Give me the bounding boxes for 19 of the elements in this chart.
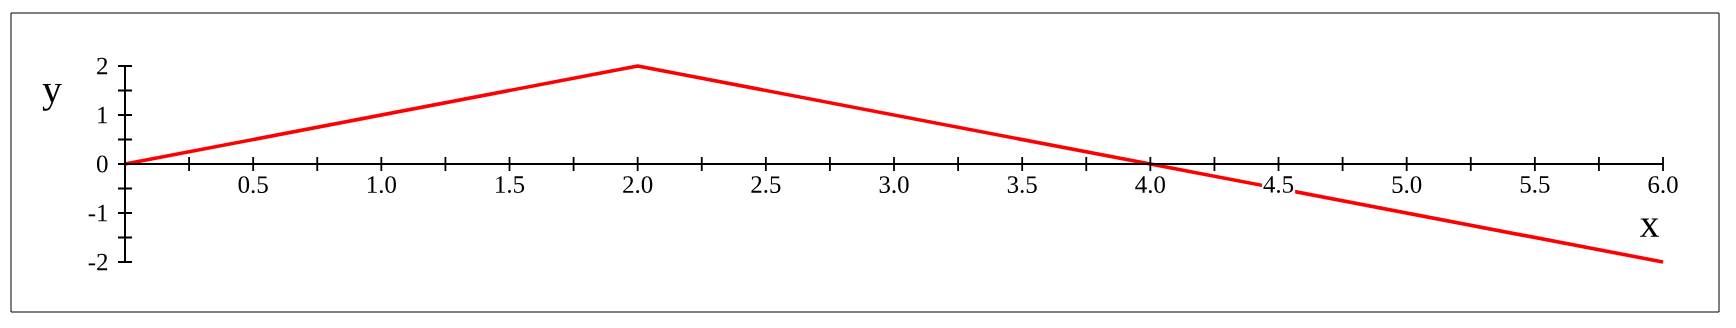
y-tick-label: 1 xyxy=(98,106,107,124)
x-tick-label: 2.0 xyxy=(623,176,653,194)
x-tick-label: 5.0 xyxy=(1392,176,1422,194)
y-tick-label: 2 xyxy=(97,57,108,75)
x-tick-label: 3.0 xyxy=(879,176,909,194)
x-tick-label: 2.5 xyxy=(751,176,781,194)
x-tick-label: 4.5 xyxy=(1263,176,1294,193)
x-tick-label: 1.5 xyxy=(496,176,525,193)
x-tick-label: 4.0 xyxy=(1135,176,1165,194)
y-tick-label: -2 xyxy=(88,253,108,271)
x-tick-label: 5.5 xyxy=(1520,176,1550,193)
y-tick-label: -1 xyxy=(88,204,107,222)
x-tick-label: 0.5 xyxy=(238,176,268,194)
x-tick-label: 1.0 xyxy=(367,176,396,194)
y-tick-label: 0 xyxy=(96,155,108,173)
x-axis-title: x xyxy=(1639,218,1660,237)
x-tick-label: 6.0 xyxy=(1648,176,1678,194)
y-axis-title: y xyxy=(42,83,62,111)
x-tick-label: 3.5 xyxy=(1007,176,1037,194)
